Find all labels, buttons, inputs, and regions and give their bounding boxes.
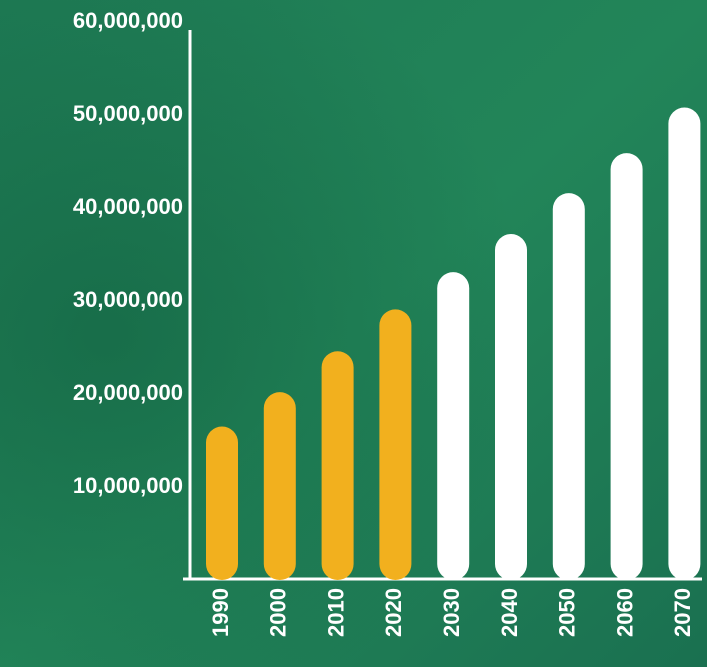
bar xyxy=(263,392,296,580)
x-tick-label: 2020 xyxy=(381,588,406,637)
x-tick-label: 2010 xyxy=(323,588,348,637)
bar xyxy=(206,426,238,580)
x-tick-label: 2030 xyxy=(439,588,464,637)
y-tick-label: 30,000,000 xyxy=(73,287,183,312)
x-tick-label: 2070 xyxy=(670,588,695,637)
y-tick-label: 40,000,000 xyxy=(73,194,183,219)
x-tick-label: 1990 xyxy=(208,588,233,637)
x-tick-label: 2000 xyxy=(266,588,291,637)
x-tick-label: 2040 xyxy=(497,588,522,637)
bar xyxy=(610,153,643,580)
y-tick-label: 20,000,000 xyxy=(73,380,183,405)
y-tick-label: 10,000,000 xyxy=(73,473,183,498)
y-tick-label: 60,000,000 xyxy=(73,8,183,33)
bar xyxy=(495,234,527,581)
x-tick-label: 2060 xyxy=(612,588,637,637)
bar xyxy=(668,107,701,580)
y-tick-label: 50,000,000 xyxy=(73,101,183,126)
bar xyxy=(321,351,354,580)
bar xyxy=(437,272,470,580)
x-tick-label: 2050 xyxy=(555,588,580,637)
bar xyxy=(552,193,585,580)
bar xyxy=(379,309,412,580)
